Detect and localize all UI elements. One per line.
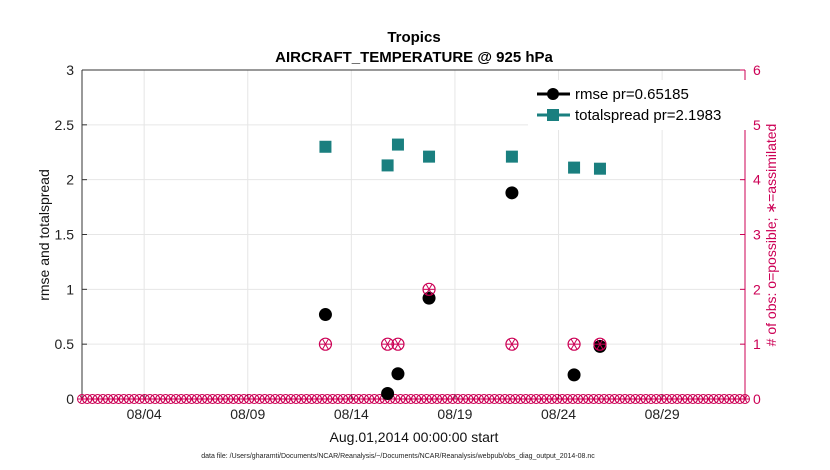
totalspread-point bbox=[568, 161, 581, 174]
obs-assimilated-marker bbox=[593, 338, 606, 350]
x-ticks: 08/04 08/09 08/14 08/19 08/24 08/29 bbox=[127, 394, 680, 422]
y2-tick-label: 1 bbox=[753, 336, 761, 352]
rmse-point bbox=[391, 367, 405, 381]
y2-axis-label: # of obs: o=possible; ∗=assimilated bbox=[763, 124, 779, 347]
y2-tick-label: 2 bbox=[753, 281, 761, 297]
totalspread-point bbox=[505, 150, 518, 163]
obs-assimilated-marker bbox=[381, 338, 394, 350]
zero-count-row bbox=[77, 394, 750, 404]
legend-spread-marker bbox=[547, 109, 559, 121]
y2-tick-label: 0 bbox=[753, 391, 761, 407]
legend-spread-label: totalspread pr=2.1983 bbox=[575, 107, 721, 124]
obs-assimilated-marker-stroke bbox=[322, 338, 329, 350]
rmse-point bbox=[318, 308, 332, 322]
chart-subtitle: AIRCRAFT_TEMPERATURE @ 925 hPa bbox=[275, 49, 553, 66]
obs-assimilated-marker bbox=[568, 338, 581, 350]
obs-assimilated-marker-stroke bbox=[596, 338, 604, 350]
x-tick-label: 08/04 bbox=[127, 406, 162, 422]
y2-tick-label: 6 bbox=[753, 62, 761, 78]
x-axis-label: Aug.01,2014 00:00:00 start bbox=[330, 429, 499, 445]
totalspread-point bbox=[593, 162, 606, 175]
y2-ticks: 0 1 2 3 4 5 6 bbox=[740, 62, 761, 407]
obs-assimilated-marker bbox=[423, 283, 436, 295]
x-tick-label: 08/09 bbox=[230, 406, 265, 422]
rmse-point bbox=[567, 368, 581, 382]
legend-rmse-marker bbox=[547, 88, 559, 100]
y2-tick-label: 4 bbox=[753, 172, 761, 188]
totalspread-point bbox=[391, 138, 404, 151]
obs-assimilated-marker-stroke bbox=[570, 338, 578, 350]
zero-obs-assimilated-marker bbox=[740, 394, 750, 404]
y2-tick-label: 5 bbox=[753, 117, 761, 133]
y-tick-label: 3 bbox=[66, 62, 74, 78]
y-tick-label: 0 bbox=[66, 391, 74, 407]
obs-assimilated-marker-stroke bbox=[384, 338, 392, 350]
series-3 bbox=[319, 283, 606, 350]
series-2 bbox=[318, 282, 607, 351]
totalspread-point bbox=[423, 150, 436, 163]
y-tick-label: 1.5 bbox=[55, 227, 75, 243]
x-tick-label: 08/14 bbox=[334, 406, 369, 422]
x-tick-label: 08/19 bbox=[437, 406, 472, 422]
legend-box bbox=[528, 80, 746, 130]
series-0 bbox=[318, 186, 607, 401]
x-tick-label: 08/29 bbox=[645, 406, 680, 422]
totalspread-point bbox=[319, 140, 332, 153]
obs-assimilated-marker bbox=[319, 338, 332, 350]
zero-obs-assimilated-marker-stroke bbox=[742, 394, 748, 404]
obs-assimilated-marker-stroke bbox=[394, 338, 402, 350]
y-axis-label: rmse and totalspread bbox=[36, 169, 52, 301]
y-tick-label: 2 bbox=[66, 172, 74, 188]
data-file-footnote: data file: /Users/gharamti/Documents/NCA… bbox=[201, 453, 595, 460]
legend: rmse pr=0.65185 totalspread pr=2.1983 bbox=[528, 80, 746, 130]
y-tick-label: 1 bbox=[66, 281, 74, 297]
y-ticks: 0 0.5 1 1.5 2 2.5 3 bbox=[55, 62, 87, 407]
y-tick-label: 2.5 bbox=[55, 117, 75, 133]
x-tick-label: 08/24 bbox=[541, 406, 576, 422]
y-tick-label: 0.5 bbox=[55, 336, 75, 352]
obs-assimilated-marker-stroke bbox=[508, 338, 516, 350]
obs-assimilated-marker bbox=[505, 338, 518, 350]
series-layer bbox=[318, 138, 607, 401]
totalspread-point bbox=[381, 159, 394, 172]
series-1 bbox=[319, 138, 606, 175]
y2-tick-label: 3 bbox=[753, 227, 761, 243]
rmse-point bbox=[381, 387, 395, 401]
obs-assimilated-marker-stroke bbox=[425, 283, 433, 295]
rmse-point bbox=[593, 339, 607, 353]
rmse-point bbox=[505, 186, 519, 200]
obs-assimilated-marker bbox=[391, 338, 404, 350]
chart-title: Tropics bbox=[387, 29, 440, 46]
legend-rmse-label: rmse pr=0.65185 bbox=[575, 86, 689, 103]
